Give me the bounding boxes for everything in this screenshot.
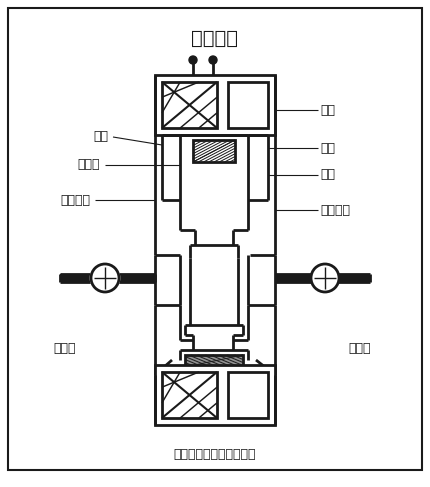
Text: 从动转子: 从动转子 [60,193,90,206]
Text: 磁轭: 磁轭 [320,104,335,116]
Text: 磁粉离合器制动器结构图: 磁粉离合器制动器结构图 [174,449,256,462]
Text: 输入轴: 输入轴 [349,341,371,355]
Text: 隔磁环: 隔磁环 [77,158,100,171]
Bar [60,274,155,282]
Bar [228,82,268,128]
Bar [193,140,235,162]
Bar [275,274,370,282]
Text: 输出轴: 输出轴 [54,341,76,355]
Circle shape [189,56,197,64]
Text: 主动转子: 主动转子 [320,204,350,217]
Text: 磁通: 磁通 [93,131,108,144]
Bar [162,372,217,418]
Text: 直流电源: 直流电源 [191,29,239,48]
Circle shape [91,264,119,292]
Bar [185,355,243,367]
Bar [155,365,275,425]
Bar [228,372,268,418]
Circle shape [311,264,339,292]
Bar [162,82,217,128]
Bar [155,75,275,135]
Circle shape [209,56,217,64]
Text: 线圈: 线圈 [320,142,335,154]
Text: 磁粉: 磁粉 [320,169,335,182]
